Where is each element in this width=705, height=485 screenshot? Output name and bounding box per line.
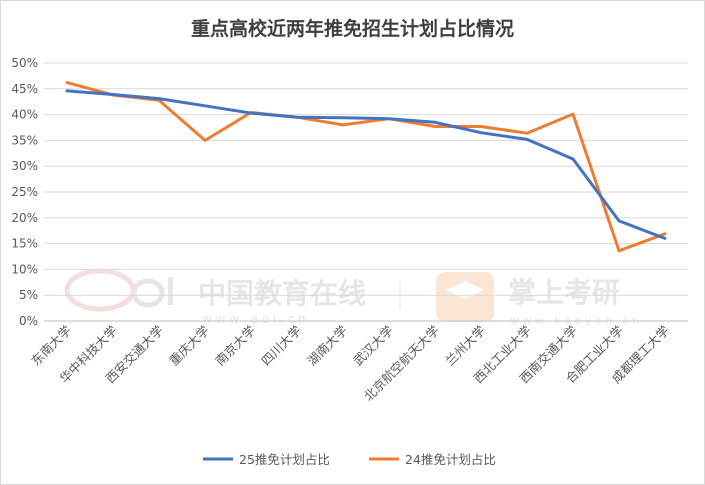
data-point [296,116,299,119]
legend-label: 24推免计划占比 [405,452,496,467]
x-tick-label: 南京大学 [212,323,258,369]
kaoyan-logo [436,272,494,322]
series-line [65,81,667,253]
eol-watermark-text: 中国教育在线 [198,277,366,310]
y-axis: 0% 5% 10% 15% 20% 25% 30% 35% 40% 45% 50% [11,56,38,328]
kaoyan-watermark-text: 掌上考研 [508,276,620,309]
legend-label: 25推免计划占比 [239,452,330,467]
y-tick-label: 35% [11,133,38,147]
data-point [664,232,667,235]
data-point [204,104,207,107]
y-tick-label: 25% [11,185,38,199]
x-tick-label: 湖南大学 [304,323,350,369]
x-tick-label: 四川大学 [258,323,304,369]
data-point [664,237,667,240]
data-point [618,219,621,222]
eol-logo [64,268,173,312]
data-point [204,139,207,142]
x-tick-label: 东南大学 [28,323,74,369]
x-tick-label: 重庆大学 [166,323,212,369]
data-point [158,99,161,102]
legend: 25推免计划占比 24推免计划占比 [203,452,496,467]
data-point [66,81,69,84]
data-point [66,89,69,92]
x-tick-label: 兰州大学 [442,323,488,369]
y-tick-label: 20% [11,211,38,225]
y-tick-label: 40% [11,108,38,122]
x-tick-label: 武汉大学 [350,323,396,369]
y-tick-label: 15% [11,237,38,251]
eol-watermark-url: w w w . e o l . c n [202,312,306,326]
y-tick-label: 45% [11,82,38,96]
data-point [434,121,437,124]
data-point [572,157,575,160]
data-point [388,117,391,120]
data-point [434,125,437,128]
data-point [250,111,253,114]
chart-title: 重点高校近两年推免招生计划占比情况 [190,18,514,40]
data-point [572,113,575,116]
y-tick-label: 30% [11,159,38,173]
data-point [112,93,115,96]
data-point [618,249,621,252]
y-tick-label: 10% [11,262,38,276]
y-tick-label: 50% [11,56,38,70]
y-tick-label: 0% [19,314,38,328]
y-tick-label: 5% [19,288,38,302]
data-point [526,132,529,135]
series-lines [65,81,667,253]
data-point [480,125,483,128]
data-point [342,116,345,119]
watermark: 中国教育在线 w w w . e o l . c n 掌上考研 w w w . … [64,268,639,327]
series-line [65,89,667,240]
data-point [480,131,483,134]
data-point [526,138,529,141]
data-point [342,123,345,126]
